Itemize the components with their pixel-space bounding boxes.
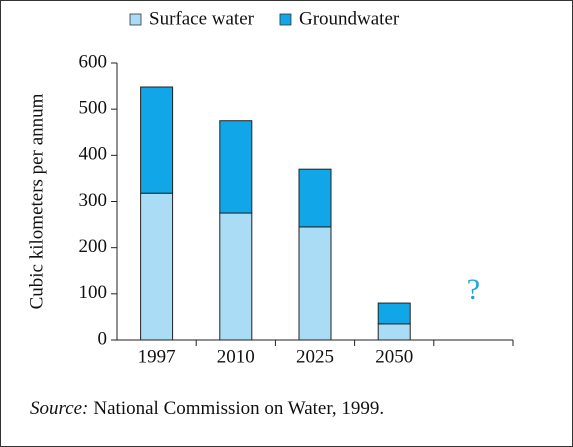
y-tick-label: 100 xyxy=(79,282,108,303)
bar-segment xyxy=(140,86,174,194)
y-tick-label: 500 xyxy=(79,98,108,119)
source-text: National Commission on Water, 1999. xyxy=(93,398,384,419)
bar-segment xyxy=(140,192,174,341)
y-tick-label: 600 xyxy=(79,51,108,72)
x-tick-label: 1997 xyxy=(138,346,176,367)
bar-segment xyxy=(219,212,253,341)
legend-swatch xyxy=(279,13,292,26)
x-tick-label: 2010 xyxy=(217,346,255,367)
y-tick-label: 300 xyxy=(79,190,108,211)
bar-segment xyxy=(219,120,253,214)
bar-segment xyxy=(377,323,411,341)
legend-label: Surface water xyxy=(149,8,255,29)
y-axis-label: Cubic kilometers per annum xyxy=(26,93,47,309)
source-label: Source: xyxy=(30,398,88,419)
bar-segment xyxy=(298,168,332,228)
bar-segment xyxy=(298,226,332,341)
source: Source: National Commission on Water, 199… xyxy=(30,398,384,419)
y-tick-label: 0 xyxy=(98,328,108,349)
legend-swatch xyxy=(129,13,142,26)
x-tick-label: 2025 xyxy=(296,346,334,367)
y-tick-label: 400 xyxy=(79,144,108,165)
legend-label: Groundwater xyxy=(299,8,400,29)
y-tick-label: 200 xyxy=(79,236,108,257)
annotation: ? xyxy=(467,273,480,306)
x-tick-label: 2050 xyxy=(375,346,413,367)
bar-segment xyxy=(377,302,411,325)
